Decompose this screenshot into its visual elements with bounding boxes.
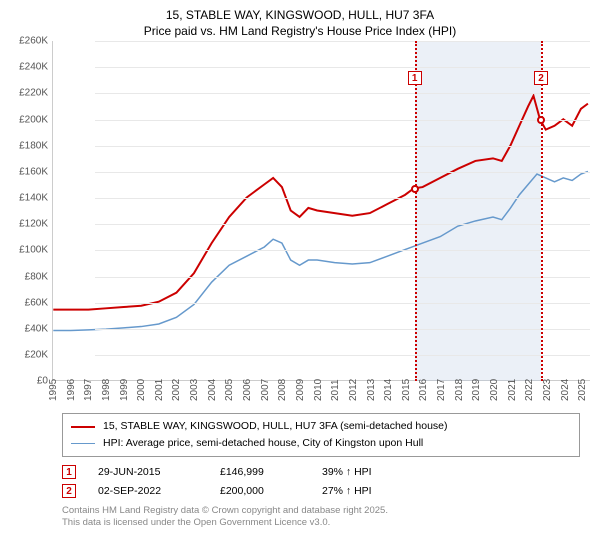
footer-text: Contains HM Land Registry data © Crown c… [62,505,580,530]
y-tick-label: £120K [19,219,48,230]
y-tick-label: £140K [19,193,48,204]
y-tick-label: £80K [25,271,48,282]
y-tick-label: £220K [19,88,48,99]
x-tick-label: 2014 [383,379,394,401]
x-tick-label: 2017 [436,379,447,401]
y-tick-label: £20K [25,350,48,361]
gridline [95,303,590,304]
x-tick-label: 1997 [83,379,94,401]
x-tick-label: 2018 [454,379,465,401]
gridline [95,277,590,278]
x-tick-label: 1998 [101,379,112,401]
sale-date: 02-SEP-2022 [98,482,198,501]
y-tick-label: £260K [19,36,48,47]
sale-marker: 2 [62,484,76,498]
gridline [95,224,590,225]
legend-box: 15, STABLE WAY, KINGSWOOD, HULL, HU7 3FA… [62,413,580,457]
x-tick-label: 2004 [207,379,218,401]
legend-swatch [71,443,95,445]
plot-area: 12 [52,41,590,381]
sale-price: £146,999 [220,463,300,482]
x-tick-label: 2025 [577,379,588,401]
y-tick-label: £0 [37,376,48,387]
x-tick-label: 2012 [348,379,359,401]
x-tick-label: 2011 [330,380,341,402]
gridline [95,67,590,68]
footer-line-2: This data is licensed under the Open Gov… [62,517,580,529]
gridline [95,41,590,42]
y-tick-label: £40K [25,323,48,334]
marker-box-2: 2 [534,71,548,85]
gridline [95,93,590,94]
sale-price: £200,000 [220,482,300,501]
gridline [95,355,590,356]
legend-label: 15, STABLE WAY, KINGSWOOD, HULL, HU7 3FA… [103,418,448,435]
chart-container: 15, STABLE WAY, KINGSWOOD, HULL, HU7 3FA… [0,0,600,560]
marker-dot-2 [537,116,545,124]
x-tick-label: 2000 [136,379,147,401]
title-line-2: Price paid vs. HM Land Registry's House … [10,24,590,40]
x-tick-label: 1996 [66,379,77,401]
gridline [95,198,590,199]
x-tick-label: 2002 [171,379,182,401]
legend-label: HPI: Average price, semi-detached house,… [103,435,423,452]
sale-row: 1 29-JUN-2015 £146,999 39% ↑ HPI [62,463,580,482]
chart-area: £0 £20K £40K £60K £80K £100K £120K £140K £160K £1… [10,41,590,411]
y-axis: £0£20K£40K£60K£80K£100K£120K£140K£160K£1… [10,41,52,381]
sale-marker: 1 [62,465,76,479]
gridline [95,250,590,251]
x-tick-label: 2003 [189,379,200,401]
legend-row: HPI: Average price, semi-detached house,… [71,435,571,452]
y-tick-label: £160K [19,166,48,177]
sale-row: 2 02-SEP-2022 £200,000 27% ↑ HPI [62,482,580,501]
x-tick-label: 2006 [242,379,253,401]
x-tick-label: 2007 [260,379,271,401]
marker-line-1 [415,41,417,381]
sales-table: 1 29-JUN-2015 £146,999 39% ↑ HPI 2 02-SEP-202… [62,463,580,501]
sale-delta: 39% ↑ HPI [322,463,372,482]
x-tick-label: 1995 [48,379,59,401]
x-tick-label: 2023 [542,379,553,401]
gridline [95,146,590,147]
x-tick-label: 1999 [119,379,130,401]
title-line-1: 15, STABLE WAY, KINGSWOOD, HULL, HU7 3FA [10,8,590,24]
gridline [95,172,590,173]
x-tick-label: 2010 [313,379,324,401]
y-tick-label: £100K [19,245,48,256]
sale-date: 29-JUN-2015 [98,463,198,482]
x-tick-label: 2016 [418,379,429,401]
y-tick-label: £200K [19,114,48,125]
series-line-price_paid [53,96,588,310]
x-tick-label: 2022 [524,379,535,401]
x-tick-label: 2005 [224,379,235,401]
gridline [95,329,590,330]
y-tick-label: £180K [19,140,48,151]
x-tick-label: 2015 [401,379,412,401]
x-tick-label: 2021 [507,379,518,401]
legend-row: 15, STABLE WAY, KINGSWOOD, HULL, HU7 3FA… [71,418,571,435]
marker-line-2 [541,41,543,381]
x-tick-label: 2019 [471,379,482,401]
x-tick-label: 2001 [154,379,165,401]
marker-dot-1 [411,185,419,193]
x-tick-label: 2013 [366,379,377,401]
x-tick-label: 2009 [295,379,306,401]
sale-delta: 27% ↑ HPI [322,482,372,501]
x-tick-label: 2020 [489,379,500,401]
legend-swatch [71,426,95,428]
y-tick-label: £60K [25,297,48,308]
x-axis: 1995199619971998199920002001200220032004… [52,381,590,411]
marker-box-1: 1 [408,71,422,85]
x-tick-label: 2024 [560,379,571,401]
title-block: 15, STABLE WAY, KINGSWOOD, HULL, HU7 3FA… [10,8,590,39]
gridline [95,120,590,121]
footer-line-1: Contains HM Land Registry data © Crown c… [62,505,580,517]
y-tick-label: £240K [19,62,48,73]
x-tick-label: 2008 [277,379,288,401]
